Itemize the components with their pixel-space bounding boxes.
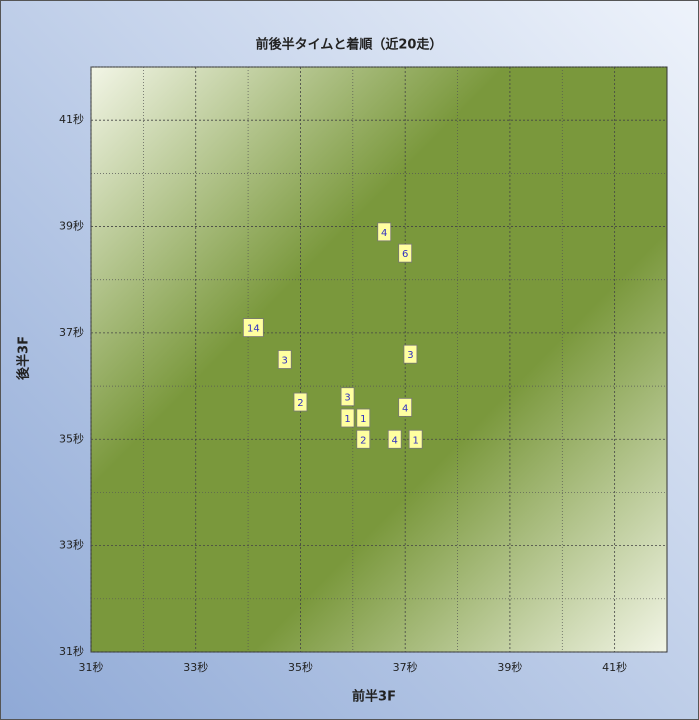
chart-title: 前後半タイムと着順（近20走） [256,37,443,53]
point [277,350,292,369]
point [356,429,371,449]
y-tick-label: 31秒 [59,644,84,658]
layer: 31秒 33秒 35秒 37秒 39秒 41秒31秒33秒35秒37秒39秒41秒4614… [59,66,667,674]
y-axis-title: 後半3F [16,336,32,380]
x-tick-label: 35秒 [288,660,313,674]
x-tick-label: 33秒 [183,660,208,674]
point-label: 2 [360,435,366,446]
x-tick-label: 41秒 [602,660,627,674]
point [398,397,413,417]
point [408,429,423,449]
y-tick-label: 33秒 [59,538,84,552]
point-label: 1 [344,414,350,425]
x-tick-label: 37秒 [393,660,418,674]
point-label: 1 [360,414,366,425]
x-tick-label: 31秒 [79,660,104,674]
point-label: 3 [344,393,350,404]
point [340,387,355,407]
point-label: 6 [402,249,408,260]
point-label: 14 [247,324,260,335]
point [242,318,264,337]
point-label: 4 [381,228,387,239]
point [387,429,402,449]
point-label: 2 [297,398,303,409]
point-label: 4 [402,403,408,414]
point-label: 1 [412,435,418,446]
x-axis-title: 前半3F [352,689,396,705]
point [398,243,413,263]
y-tick-label: 35秒 [59,431,84,445]
y-tick-label: 37秒 [59,325,84,339]
point-label: 3 [282,356,288,367]
point-label: 4 [392,435,398,446]
y-tick-label: 41秒 [59,112,84,126]
point-label: 3 [407,350,413,361]
x-tick-label: 39秒 [497,660,522,674]
y-tick-label: 39秒 [59,219,84,233]
point [377,222,392,242]
point [356,408,371,428]
plot-area [90,66,668,653]
point [293,392,308,412]
point [403,344,418,364]
point [340,408,355,428]
